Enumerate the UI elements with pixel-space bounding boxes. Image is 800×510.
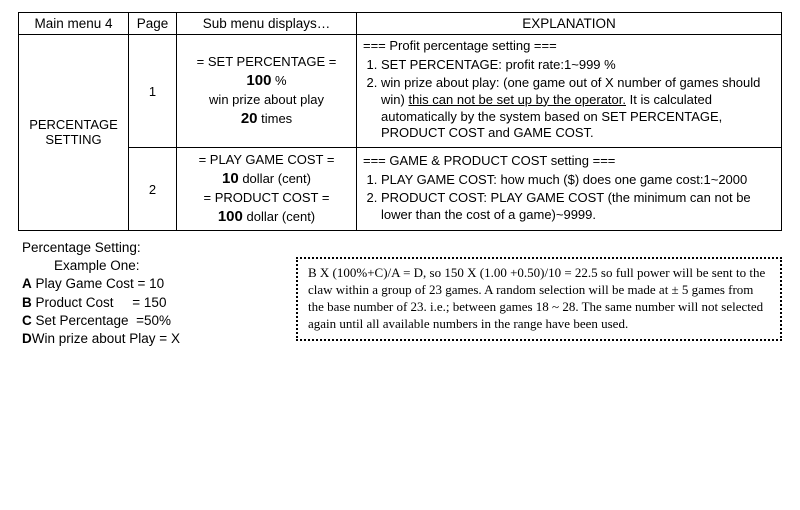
page2-sub-value1: 10 dollar (cent) [183, 169, 350, 189]
page1-submenu: = SET PERCENTAGE = 100 % win prize about… [177, 35, 357, 148]
page2-exp-item1: PLAY GAME COST: how much ($) does one ga… [381, 172, 775, 189]
page1-exp-item1: SET PERCENTAGE: profit rate:1~999 % [381, 57, 775, 74]
row-label: PERCENTAGE SETTING [19, 35, 129, 231]
page1-exp-title: === Profit percentage setting === [363, 38, 775, 55]
example-title: Percentage Setting: [22, 239, 278, 257]
example-b: B Product Cost = 150 [22, 294, 278, 312]
page1-explanation: === Profit percentage setting === SET PE… [357, 35, 782, 148]
example-subtitle: Example One: [22, 257, 278, 275]
formula-box: B X (100%+C)/A = D, so 150 X (1.00 +0.50… [296, 257, 782, 341]
page2-sub-value2: 100 dollar (cent) [183, 207, 350, 227]
page1-sub-line2: win prize about play [183, 91, 350, 109]
example-block: Percentage Setting: Example One: A Play … [18, 239, 278, 348]
page2-explanation: === GAME & PRODUCT COST setting === PLAY… [357, 148, 782, 231]
page2-sub-line2: = PRODUCT COST = [183, 189, 350, 207]
example-a: A Play Game Cost = 10 [22, 275, 278, 293]
page1-sub-value1: 100 % [183, 71, 350, 91]
example-d: DWin prize about Play = X [22, 330, 278, 348]
page1-exp-item2: win prize about play: (one game out of X… [381, 75, 775, 143]
page1-sub-line1: = SET PERCENTAGE = [183, 53, 350, 71]
page2-exp-item2: PRODUCT COST: PLAY GAME COST (the minimu… [381, 190, 775, 224]
page2-submenu: = PLAY GAME COST = 10 dollar (cent) = PR… [177, 148, 357, 231]
example-c: C Set Percentage =50% [22, 312, 278, 330]
header-main-menu: Main menu 4 [19, 13, 129, 35]
page1-num: 1 [129, 35, 177, 148]
settings-table: Main menu 4 Page Sub menu displays… EXPL… [18, 12, 782, 231]
header-submenu: Sub menu displays… [177, 13, 357, 35]
header-page: Page [129, 13, 177, 35]
page1-sub-value2: 20 times [183, 109, 350, 129]
page2-exp-title: === GAME & PRODUCT COST setting === [363, 153, 775, 170]
notes-section: Percentage Setting: Example One: A Play … [18, 239, 782, 348]
page2-num: 2 [129, 148, 177, 231]
page2-sub-line1: = PLAY GAME COST = [183, 151, 350, 169]
header-explanation: EXPLANATION [357, 13, 782, 35]
